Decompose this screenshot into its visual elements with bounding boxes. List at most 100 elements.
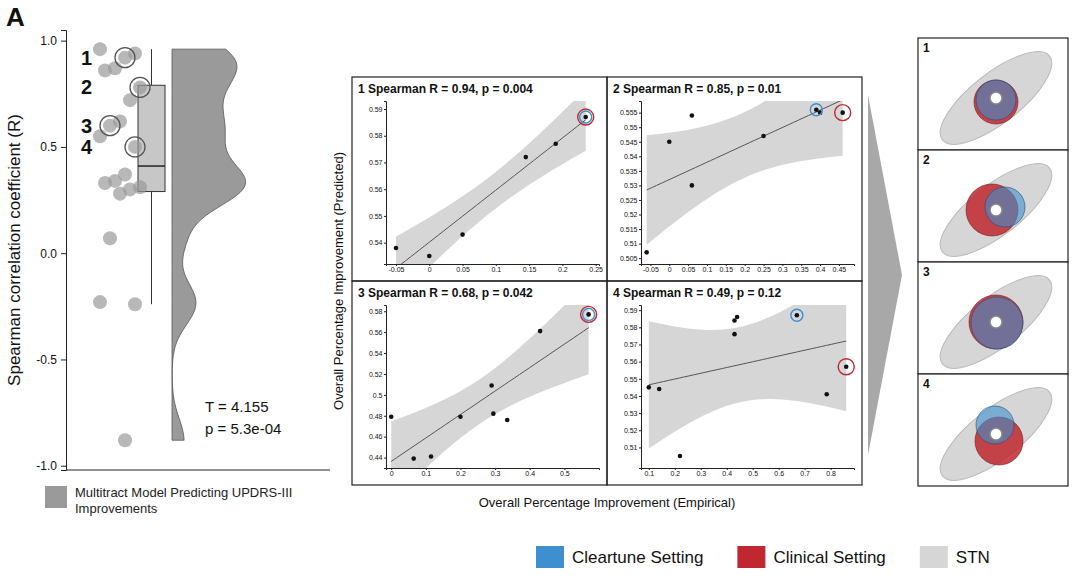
- panel-title: 1 Spearman R = 0.94, p = 0.004: [358, 82, 533, 96]
- tick-label: 0.51: [624, 240, 638, 247]
- tick-mark: [639, 447, 641, 448]
- tick: 0.59: [624, 307, 641, 314]
- fit-line: [647, 101, 843, 190]
- x-axis: 0.10.20.30.40.50.60.70.8: [642, 468, 855, 477]
- tick: 0.58: [369, 132, 386, 139]
- tick-mark: [384, 189, 386, 190]
- point: [103, 231, 117, 245]
- tick-mark: [61, 466, 66, 467]
- clinical-ring: [581, 306, 597, 322]
- tick: 0.6: [774, 468, 784, 477]
- tick: 0.7: [800, 468, 810, 477]
- tick-label: 0.05: [682, 266, 696, 273]
- cleartune-ring: [810, 104, 822, 116]
- stn-render: [927, 36, 1065, 159]
- fit-line: [396, 120, 586, 264]
- x-axis: -0.0500.050.10.150.20.25: [387, 264, 604, 273]
- legend-label: Clinical Setting: [773, 548, 885, 567]
- legend: Cleartune SettingClinical SettingSTN: [536, 546, 990, 568]
- confidence-band: [647, 101, 843, 245]
- tick-label: 0.51: [624, 444, 638, 451]
- clinical-volume: [974, 80, 1018, 124]
- tick-mark: [384, 109, 386, 110]
- tick: 0.1: [491, 264, 501, 273]
- tick: 0: [428, 264, 432, 273]
- tick-label: 0.505: [620, 255, 638, 262]
- x-axis: -0.0500.050.10.150.20.250.30.350.40.45: [642, 264, 855, 273]
- tick-mark: [384, 374, 386, 375]
- tick-mark: [384, 416, 386, 417]
- tick: 0.54: [624, 153, 641, 160]
- tick-mark: [639, 113, 641, 114]
- tick: 0.2: [670, 468, 680, 477]
- stn-view-label: 2: [923, 153, 930, 167]
- tick-mark: [639, 327, 641, 328]
- point: [732, 332, 737, 337]
- tick-label: 0.0: [40, 247, 57, 261]
- tick: 0.3: [696, 468, 706, 477]
- point: [394, 246, 399, 251]
- tick-mark: [384, 311, 386, 312]
- fit-line: [391, 328, 588, 462]
- point: [103, 119, 117, 133]
- median: [138, 165, 165, 167]
- tick: 0.0: [40, 247, 66, 261]
- clinical-volume: [969, 295, 1023, 349]
- tick-label: 0: [390, 470, 394, 477]
- figure-svg: A-1.0-0.50.00.51.0Spearman correlation c…: [0, 0, 1075, 576]
- confidence-band: [391, 305, 588, 468]
- tick-label: 0.52: [369, 371, 383, 378]
- tick-mark: [639, 396, 641, 397]
- tick-mark: [384, 437, 386, 438]
- tick-label: 0.56: [624, 358, 638, 365]
- tick: 0.52: [624, 211, 641, 218]
- tick-label: 0.2: [670, 470, 680, 477]
- tick: 0.555: [620, 109, 641, 116]
- y-axis-title: Spearman correlation coefficient (R): [5, 114, 24, 386]
- y-axis: 0.440.460.480.50.520.540.560.58: [369, 306, 387, 469]
- legend-label: Cleartune Setting: [572, 548, 703, 567]
- tick-label: 0.5: [560, 470, 570, 477]
- plot-area: [389, 305, 591, 468]
- tick-mark: [61, 359, 66, 360]
- tick: 0.1: [644, 468, 654, 477]
- electrode: [990, 428, 1002, 440]
- panel-title: 2 Spearman R = 0.85, p = 0.01: [613, 82, 781, 96]
- highlight-label: 3: [81, 115, 92, 137]
- figure: A-1.0-0.50.00.51.0Spearman correlation c…: [0, 0, 1075, 576]
- tick: 0.8: [826, 468, 836, 477]
- tick: 0.46: [369, 433, 386, 440]
- tick: -0.05: [389, 264, 405, 273]
- tick-mark: [61, 147, 66, 148]
- point: [458, 415, 463, 420]
- stn-render: [927, 148, 1065, 271]
- tick: 0.2: [558, 264, 568, 273]
- point: [678, 454, 683, 459]
- tick-label: 0.59: [369, 106, 383, 113]
- tick: 0.54: [369, 239, 386, 246]
- fit-line: [649, 341, 846, 385]
- tick-label: 0.57: [624, 341, 638, 348]
- tick: 0.4: [816, 264, 826, 273]
- stn-view: 3: [918, 260, 1068, 383]
- point: [98, 63, 112, 77]
- tick: -1.0: [36, 459, 66, 473]
- tick-label: 0: [428, 266, 432, 273]
- tick: 0.3: [778, 264, 788, 273]
- baseline: [66, 470, 330, 471]
- cleartune-ring: [583, 308, 595, 320]
- cleartune-volume: [971, 297, 1023, 349]
- point: [427, 254, 432, 259]
- electrode: [990, 316, 1002, 328]
- tick-label: 0.1: [703, 266, 713, 273]
- clinical-ring: [835, 105, 851, 121]
- tick: 0.54: [369, 350, 386, 357]
- tick-mark: [384, 353, 386, 354]
- tick-label: 0.7: [800, 470, 810, 477]
- tick: 0.2: [740, 264, 750, 273]
- scatter-panel: 1 Spearman R = 0.94, p = 0.004-0.0500.05…: [352, 77, 607, 300]
- point: [128, 140, 142, 154]
- tick: 0.59: [369, 106, 386, 113]
- point: [795, 313, 800, 318]
- point: [460, 232, 465, 237]
